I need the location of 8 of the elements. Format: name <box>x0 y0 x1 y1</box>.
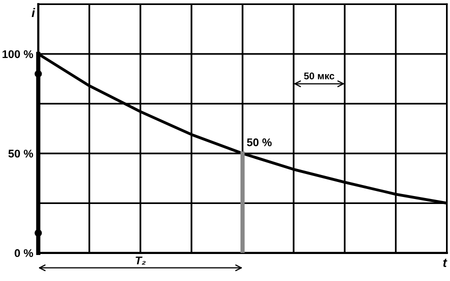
annotation: 50 % <box>246 138 272 146</box>
y-tick-label: 50 % <box>8 150 34 158</box>
y-tick-label: 0 % <box>14 249 34 258</box>
text: T₂ <box>136 256 146 265</box>
annotation: 50 мкс <box>304 72 334 80</box>
x-axis-title: t <box>443 258 448 268</box>
y-tick-label: 100 % <box>2 50 34 58</box>
y-axis-title: i <box>32 8 36 18</box>
